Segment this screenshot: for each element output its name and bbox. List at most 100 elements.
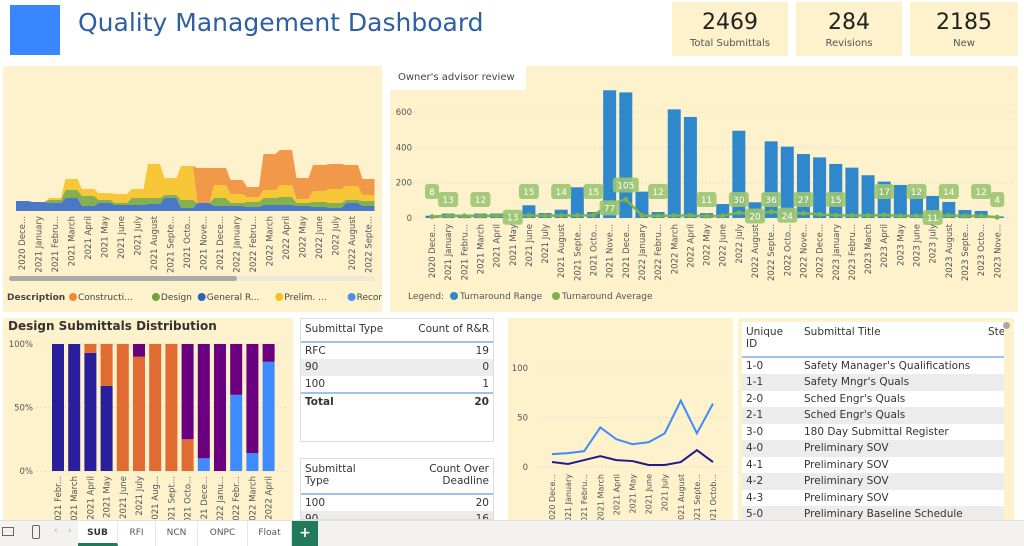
table-row[interactable]: 100 20 [301,494,493,511]
line-chart-panel: 0 50 100 2020 Dece... 2021 January 2021 Febru… [508,318,733,528]
x-tick-label: 2022 Febr... [232,476,242,520]
data-label: 13 [442,196,453,206]
column-header[interactable]: Submittal Type [301,319,402,343]
stacked-bar-segment [197,458,210,471]
table-row[interactable]: 2-0 Sched Engr's Quals [742,391,1004,408]
scrollbar-thumb[interactable] [9,276,237,281]
table-cell [984,490,1004,507]
y-tick-label: 0 [407,214,412,224]
table-row[interactable]: 90 0 [301,359,493,376]
data-label: 20 [749,212,761,222]
x-tick-label: 2022 April [686,224,696,268]
table-cell: 1 [482,377,489,390]
average-point [914,213,919,219]
column-header[interactable]: Count Over Deadline [383,459,493,495]
line-series-0 [551,398,714,456]
x-tick-label: 2021 July [134,216,144,256]
add-page-button[interactable]: + [292,521,318,546]
tab-float[interactable]: Float [248,521,292,546]
column-header[interactable]: Submittal Title [800,322,984,358]
table-row[interactable]: 4-1 Preliminary SOV [742,457,1004,474]
phone-view-icon[interactable] [32,525,40,539]
average-point [655,213,661,219]
tab-sub[interactable]: SUB [78,521,118,546]
data-label: 14 [943,188,955,198]
average-point [736,210,742,216]
x-tick-label: 2022 Septe... [767,224,777,281]
x-tick-label: 2021 August [557,223,567,278]
x-tick-label: 2022 April [265,476,275,520]
x-tick-label: 2023 June [913,224,923,267]
table-row[interactable]: 4-2 Preliminary SOV [742,473,1004,490]
x-tick-label: 2021 Dece... [216,216,226,270]
table-row[interactable]: 5-0 Preliminary Baseline Schedule [742,506,1004,520]
page-title: Quality Management Dashboard [78,8,484,37]
data-label: 4 [994,196,1000,206]
table-row[interactable]: RFC 19 [301,342,493,359]
y-tick-label: 50 [517,414,528,424]
x-tick-label: 2023 August [945,223,955,278]
bar [667,109,681,218]
x-tick-label: 2022 March [248,476,258,520]
table-row[interactable]: 4-0 Preliminary SOV [742,440,1004,457]
table-cell: 1-1 [742,374,800,391]
table-row[interactable]: 4-3 Preliminary SOV [742,490,1004,507]
data-label: 11 [701,196,712,206]
data-label: 36 [765,196,777,206]
column-header[interactable]: Step [984,322,1004,358]
data-label-box [938,184,959,199]
average-point [897,213,903,219]
y-tick-label: 200 [396,179,412,189]
table-row[interactable]: 100 1 [301,376,493,393]
y-tick-label: 600 [396,108,412,118]
x-tick-label: 2021 Dece... [622,224,632,278]
table-cell: 1-0 [746,360,764,372]
data-label: 17 [878,188,889,198]
average-point [865,213,871,219]
data-label-box [438,192,459,207]
x-tick-label: 2023 July [929,224,939,264]
column-header[interactable]: Submittal Type [301,459,384,495]
x-tick-label: 2022 June [719,224,729,267]
legend-marker [347,293,356,301]
tab-ncn[interactable]: NCN [156,521,198,546]
column-header[interactable]: Unique ID [742,322,800,358]
area-series-3 [16,150,375,203]
x-tick-label: 2023 January [832,224,842,281]
x-tick-label: 2021 March [476,224,486,274]
data-label: 15 [523,188,534,198]
x-tick-label: 2021 Febru... [580,474,589,520]
x-tick-label: 2021 January [444,224,454,281]
desktop-view-icon[interactable] [2,527,14,536]
y-tick-label: 400 [396,143,412,153]
table-cell: 16 [383,511,493,519]
area-series-2 [16,164,375,203]
data-label-box [745,208,765,224]
x-tick-label: 2021 July [541,224,551,264]
average-point [526,212,532,218]
tab-onpc[interactable]: ONPC [198,521,248,546]
legend-label: Constructi... [78,293,133,303]
next-page-icon[interactable]: › [68,526,72,536]
x-tick-label: 2022 January [233,216,243,273]
column-header[interactable]: Count of R&R [401,319,493,343]
table-row[interactable]: 3-0 180 Day Submittal Register [742,424,1004,441]
legend-label: Design [161,293,192,303]
table-row[interactable]: 1-0 Safety Manager's Qualifications [742,357,1004,374]
average-point [849,213,855,219]
data-label-box [425,184,439,199]
table-row[interactable]: 90 16 [301,511,493,519]
tab-rfi[interactable]: RFI [118,521,156,546]
scrollbar-thumb[interactable] [1003,322,1010,329]
table-row[interactable]: 2-1 Sched Engr's Quals [742,407,1004,424]
x-tick-label: 2021 Octo... [183,216,193,268]
average-point [429,214,435,220]
x-tick-label: 2022 Dece... [816,224,826,278]
data-label-box [777,207,798,223]
x-tick-label: 2021 Septe... [693,474,702,520]
x-tick-label: 2021 August [150,215,160,270]
table-row[interactable]: 1-1 Safety Mngr's Quals [742,374,1004,391]
table-cell: 3-0 [746,425,764,438]
average-line [431,198,998,219]
prev-page-icon[interactable]: ‹ [54,526,58,536]
